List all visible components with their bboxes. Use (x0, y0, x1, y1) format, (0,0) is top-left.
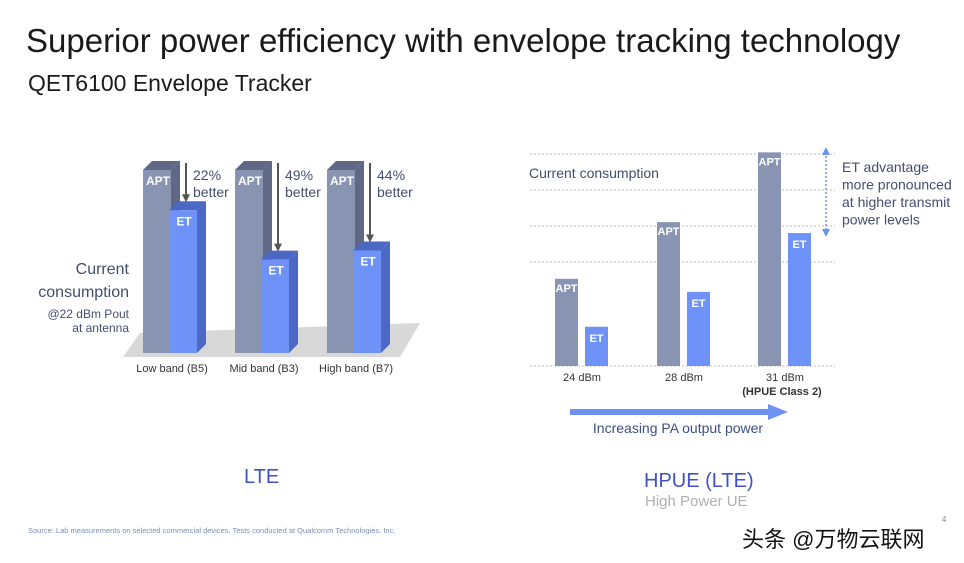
category-tick-label: 28 dBm (665, 372, 703, 384)
et-bar (687, 291, 710, 366)
apt-bar-label: APT (759, 156, 781, 168)
apt-bar (758, 152, 781, 366)
et-bar-label: ET (268, 264, 284, 278)
apt-bar (657, 222, 680, 366)
improvement-arrow-head (274, 243, 282, 252)
et-bar-front (169, 210, 197, 353)
page-subtitle: QET6100 Envelope Tracker (28, 70, 312, 96)
et-bar-top (353, 241, 390, 251)
et-bar (585, 326, 608, 366)
category-tick-label: Low band (B5) (136, 363, 208, 375)
apt-bar-label: APT (238, 174, 263, 188)
y-axis-note: at antenna (72, 321, 129, 335)
apt-bar-top (143, 161, 180, 170)
et-bar-side (197, 201, 206, 353)
y-axis-label: consumption (38, 284, 129, 301)
source-note: Source: Lab measurements on selected com… (28, 526, 396, 535)
et-bar-side (381, 241, 390, 353)
apt-bar-front (143, 170, 171, 353)
improvement-arrow-head (366, 234, 374, 243)
et-bar-label: ET (176, 214, 192, 228)
et-bar-label: ET (360, 255, 376, 269)
page-title: Superior power efficiency with envelope … (26, 22, 901, 59)
improvement-percent: 49% (285, 167, 313, 183)
apt-bar-label: APT (330, 174, 355, 188)
et-bar-front (261, 259, 289, 353)
y-axis-note: @22 dBm Pout (47, 307, 129, 321)
category-tick-label: High band (B7) (319, 363, 393, 375)
watermark: 头条 @万物云联网 (742, 527, 925, 552)
category-tick-label: 31 dBm (766, 372, 804, 384)
improvement-text: better (377, 184, 413, 200)
improvement-text: better (193, 184, 229, 200)
apt-bar-label: APT (658, 226, 680, 238)
improvement-arrow-head (182, 194, 190, 203)
et-bar-front (353, 250, 381, 353)
category-tick-label: Mid band (B3) (229, 363, 298, 375)
annotation-text: power levels (842, 212, 920, 228)
apt-bar-label: APT (556, 283, 578, 295)
annotation-text: at higher transmit (842, 194, 950, 210)
et-bar-top (261, 250, 298, 260)
improvement-text: better (285, 184, 321, 200)
hpue-chart-title: HPUE (LTE) (644, 470, 754, 492)
apt-bar-front (235, 170, 263, 353)
annotation-text: more pronounced (842, 177, 952, 193)
et-bar (261, 250, 298, 353)
annotation-arrow-head (822, 229, 830, 237)
improvement-percent: 22% (193, 167, 221, 183)
apt-bar-top (235, 161, 272, 170)
annotation-arrow-head (822, 147, 830, 155)
et-bar (353, 241, 390, 353)
hpue-chart-subtitle: High Power UE (645, 493, 748, 510)
et-bar-side (289, 250, 298, 353)
et-bar-top (169, 201, 206, 211)
et-bar-label: ET (792, 239, 806, 251)
apt-bar-front (327, 170, 355, 353)
et-bar (169, 201, 206, 353)
et-bar (788, 233, 811, 366)
y-axis-label: Current (76, 261, 130, 278)
lte-chart-title: LTE (244, 466, 280, 488)
et-bar-label: ET (691, 298, 705, 310)
annotation-text: ET advantage (842, 159, 929, 175)
apt-bar (555, 278, 578, 366)
apt-bar-top (327, 161, 364, 170)
improvement-percent: 44% (377, 167, 405, 183)
et-bar-label: ET (589, 333, 603, 345)
category-note: (HPUE Class 2) (742, 386, 822, 398)
y-axis-label: Current consumption (529, 165, 659, 181)
page-number: 4 (942, 515, 947, 524)
category-tick-label: 24 dBm (563, 372, 601, 384)
output-power-arrow (570, 404, 788, 420)
apt-bar-label: APT (146, 174, 171, 188)
output-power-label: Increasing PA output power (593, 420, 764, 436)
